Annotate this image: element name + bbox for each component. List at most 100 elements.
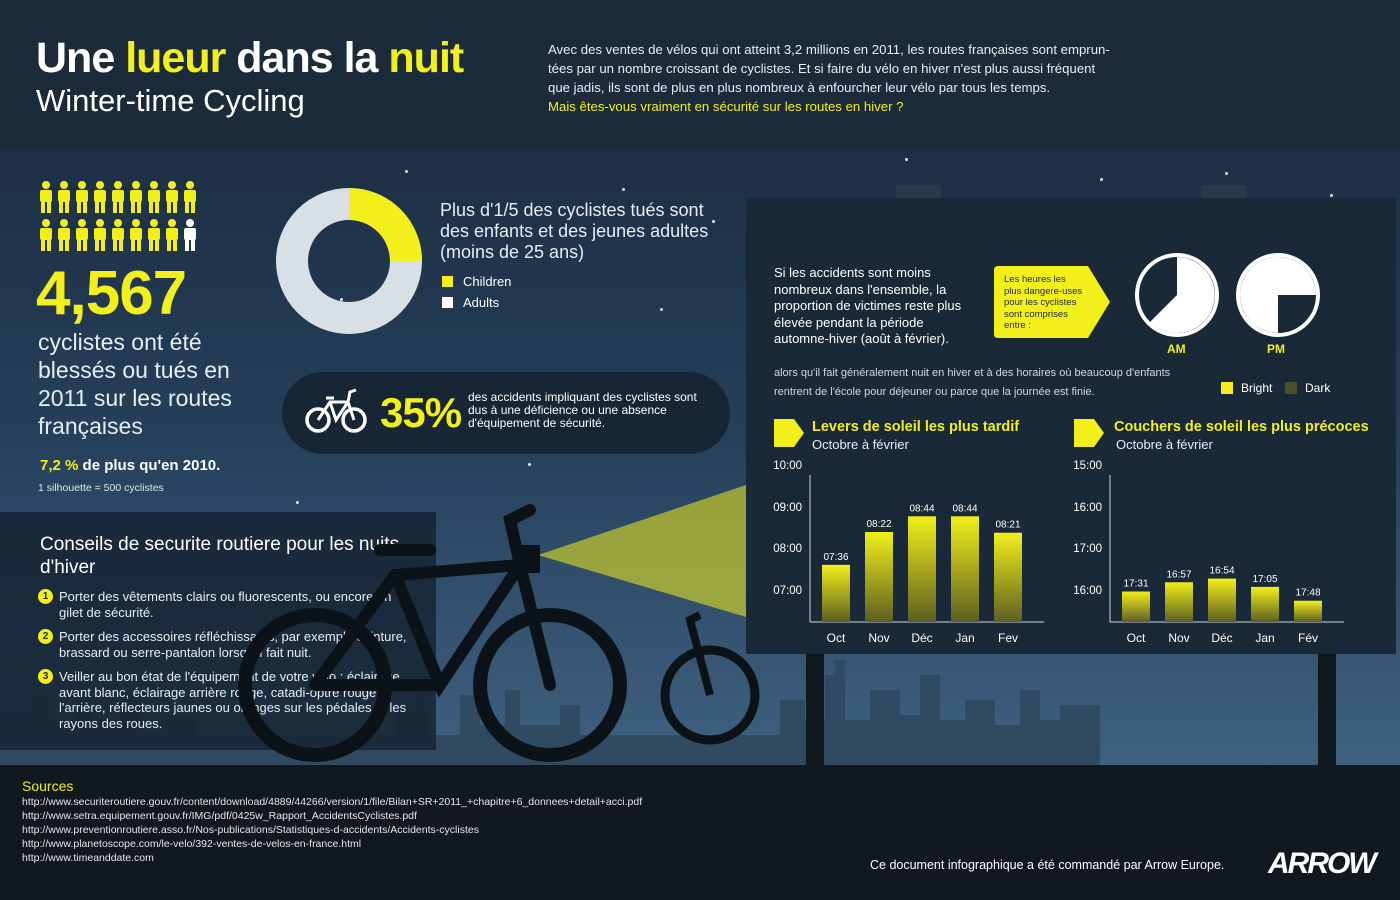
y-tick-label: 17:00: [1073, 543, 1102, 555]
am-label: AM: [1167, 342, 1186, 356]
bar: [1251, 586, 1279, 622]
person-icon: [76, 181, 88, 213]
arrow-tag-icon: [1074, 419, 1104, 447]
tip-number-badge: 2: [38, 629, 53, 644]
tip-number-badge: 1: [38, 589, 53, 604]
page-subtitle: Winter-time Cycling: [36, 83, 305, 118]
equipment-description: des accidents impliquant des cyclistes s…: [468, 390, 697, 430]
bar-value-label: 08:44: [909, 503, 934, 514]
night-description: alors qu'il fait généralement nuit en hi…: [774, 367, 1171, 398]
person-icon: [94, 181, 106, 213]
bar: [865, 532, 893, 622]
star-icon: [712, 220, 715, 223]
star-icon: [1330, 194, 1333, 197]
person-icon: [184, 181, 196, 213]
star-icon: [1225, 172, 1228, 175]
x-tick-label: Jan: [955, 631, 974, 645]
person-icon: [58, 219, 70, 251]
bar-value-label: 17:48: [1295, 588, 1320, 599]
sunset-chart-title: Couchers de soleil les plus précoces: [1114, 419, 1369, 435]
person-icon: [40, 181, 52, 213]
legend-swatch: [1285, 382, 1297, 394]
y-tick-label: 09:00: [773, 502, 802, 514]
legend-bright: Bright: [1221, 381, 1272, 395]
page-title: Une lueur dans la nuit: [36, 34, 464, 82]
equipment-pct: 35%: [380, 389, 462, 436]
legend-label: Dark: [1305, 381, 1331, 395]
equipment-stat-pill: [282, 372, 730, 454]
bar-value-label: 07:36: [823, 552, 848, 563]
intro-line: que jadis, ils sont de plus en plus nomb…: [548, 80, 1051, 95]
bar-value-label: 08:44: [952, 503, 977, 514]
intro-question: Mais êtes-vous vraiment en sécurité sur …: [548, 99, 904, 114]
star-icon: [622, 188, 625, 191]
pm-clock-icon: [1236, 253, 1320, 337]
x-tick-label: Fév: [1298, 631, 1318, 645]
sunrise-chart-subtitle: Octobre à février: [812, 437, 909, 452]
bar: [951, 516, 979, 622]
bar: [994, 532, 1022, 622]
title-part-highlight: lueur: [125, 34, 226, 82]
age-description: Plus d'1/5 des cyclistes tués sont des e…: [440, 200, 709, 262]
tips-title: Conseils de securite routiere pour les n…: [40, 534, 400, 578]
person-icon: [184, 219, 196, 251]
person-icon: [148, 181, 160, 213]
y-tick-label: 08:00: [773, 543, 802, 555]
billboard-post: [806, 654, 824, 765]
person-icon: [166, 219, 178, 251]
donut-children-slice: [276, 188, 422, 334]
billboard-post: [1318, 654, 1336, 765]
legend-swatch: [1221, 382, 1233, 394]
bar: [908, 516, 936, 622]
tip-item: 1 Porter des vêtements clairs ou fluoresc…: [38, 589, 408, 620]
source-link[interactable]: http://www.setra.equipement.gouv.fr/IMG/…: [22, 810, 417, 822]
pm-label: PM: [1267, 342, 1285, 356]
tip-number-badge: 3: [38, 669, 53, 684]
star-icon: [528, 463, 531, 466]
dangerous-hours-text: Les heures les plus dangere-uses pour le…: [1004, 274, 1083, 331]
bicycle-icon: [305, 388, 367, 433]
bar-value-label: 17:31: [1123, 579, 1148, 590]
person-icon: [130, 181, 142, 213]
x-tick-label: Oct: [827, 631, 846, 645]
arrow-tag-icon: [774, 419, 804, 447]
x-tick-label: Fev: [998, 631, 1018, 645]
bar-value-label: 16:57: [1166, 569, 1191, 580]
x-tick-label: Oct: [1127, 631, 1146, 645]
injured-count: 4,567: [36, 259, 187, 328]
age-donut-chart: [276, 188, 422, 334]
star-icon: [905, 158, 908, 161]
sunset-bar-chart: 15:00 16:00 17:00 16:00 17:31 Oct 16:57 Nov 16:5…: [1073, 460, 1344, 645]
bar-value-label: 16:54: [1209, 566, 1234, 577]
y-tick-label: 07:00: [773, 585, 802, 597]
legend-dark: Dark: [1285, 381, 1330, 395]
legend-swatch: [442, 297, 453, 308]
increase-text: 7,2 % de plus qu'en 2010.: [40, 457, 220, 474]
intro-text: Avec des ventes de vélos qui ont atteint…: [548, 40, 1148, 116]
person-icon: [94, 219, 106, 251]
title-part: Une: [36, 34, 126, 82]
legend-adults: Adults: [442, 295, 499, 310]
injured-description: cyclistes ont été blessés ou tués en 201…: [38, 329, 232, 439]
star-icon: [296, 501, 299, 504]
bar: [1294, 600, 1322, 622]
silhouette-note: 1 silhouette = 500 cyclistes: [38, 482, 164, 494]
header: [0, 0, 1400, 150]
lamp-icon: [1201, 185, 1246, 199]
credit-text: Ce document infographique a été commandé…: [870, 858, 1225, 872]
star-icon: [1100, 178, 1103, 181]
x-tick-label: Déc: [1211, 631, 1232, 645]
bar: [1122, 591, 1150, 622]
bicycle-illustration: [238, 485, 760, 762]
footer: [0, 765, 1400, 900]
intro-line: Avec des ventes de vélos qui ont atteint…: [548, 42, 1110, 57]
source-link[interactable]: http://www.timeanddate.com: [22, 852, 154, 864]
star-icon: [660, 308, 663, 311]
person-icon: [166, 181, 178, 213]
source-link[interactable]: http://www.planetoscope.com/le-velo/392-…: [22, 838, 362, 850]
increase-pct: 7,2 %: [40, 457, 79, 474]
source-link[interactable]: http://www.preventionroutiere.asso.fr/No…: [22, 824, 479, 836]
source-link[interactable]: http://www.securiteroutiere.gouv.fr/cont…: [22, 796, 643, 808]
increase-rest: de plus qu'en 2010.: [78, 457, 221, 474]
y-tick-label: 16:00: [1073, 585, 1102, 597]
